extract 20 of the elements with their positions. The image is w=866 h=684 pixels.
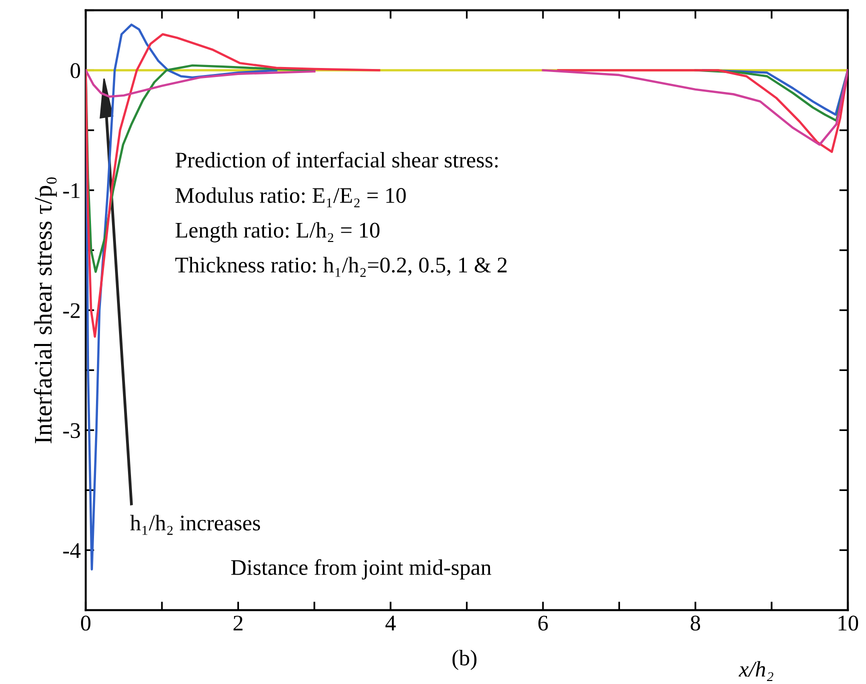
x-tick-label: 10 xyxy=(838,616,858,631)
annotation: Prediction of interfacial shear stress: xyxy=(176,152,498,168)
y-tick-label: -3 xyxy=(63,423,80,438)
x-tick-label: 0 xyxy=(81,616,90,631)
y-tick-label: -1 xyxy=(63,183,80,198)
x-tick-label: 4 xyxy=(385,616,396,630)
annotation: Thickness ratio: h₁/h₂=0.2, 0.5, 1 & 2 xyxy=(175,256,507,277)
x-tick-label: 8 xyxy=(690,616,700,631)
annotation: Modulus ratio: E₁/E₂ = 10 xyxy=(176,187,406,208)
text: (b) xyxy=(452,650,476,670)
x-axis-title: x/h₂ xyxy=(738,661,774,682)
annotation: Length ratio: L/h₂ = 10 xyxy=(176,222,380,242)
y-axis-title: Interfacial shear stress τ/p₀ xyxy=(34,177,57,444)
x-tick-label: 6 xyxy=(538,616,548,631)
y-tick-label: -4 xyxy=(63,543,81,558)
x-tick-label: 2 xyxy=(234,616,242,630)
y-tick-label: -2 xyxy=(63,303,80,318)
annotation: h₁/h₂ increases xyxy=(130,514,260,535)
y-tick-label: 0 xyxy=(70,63,80,78)
annotation: Distance from joint mid-span xyxy=(231,559,492,580)
